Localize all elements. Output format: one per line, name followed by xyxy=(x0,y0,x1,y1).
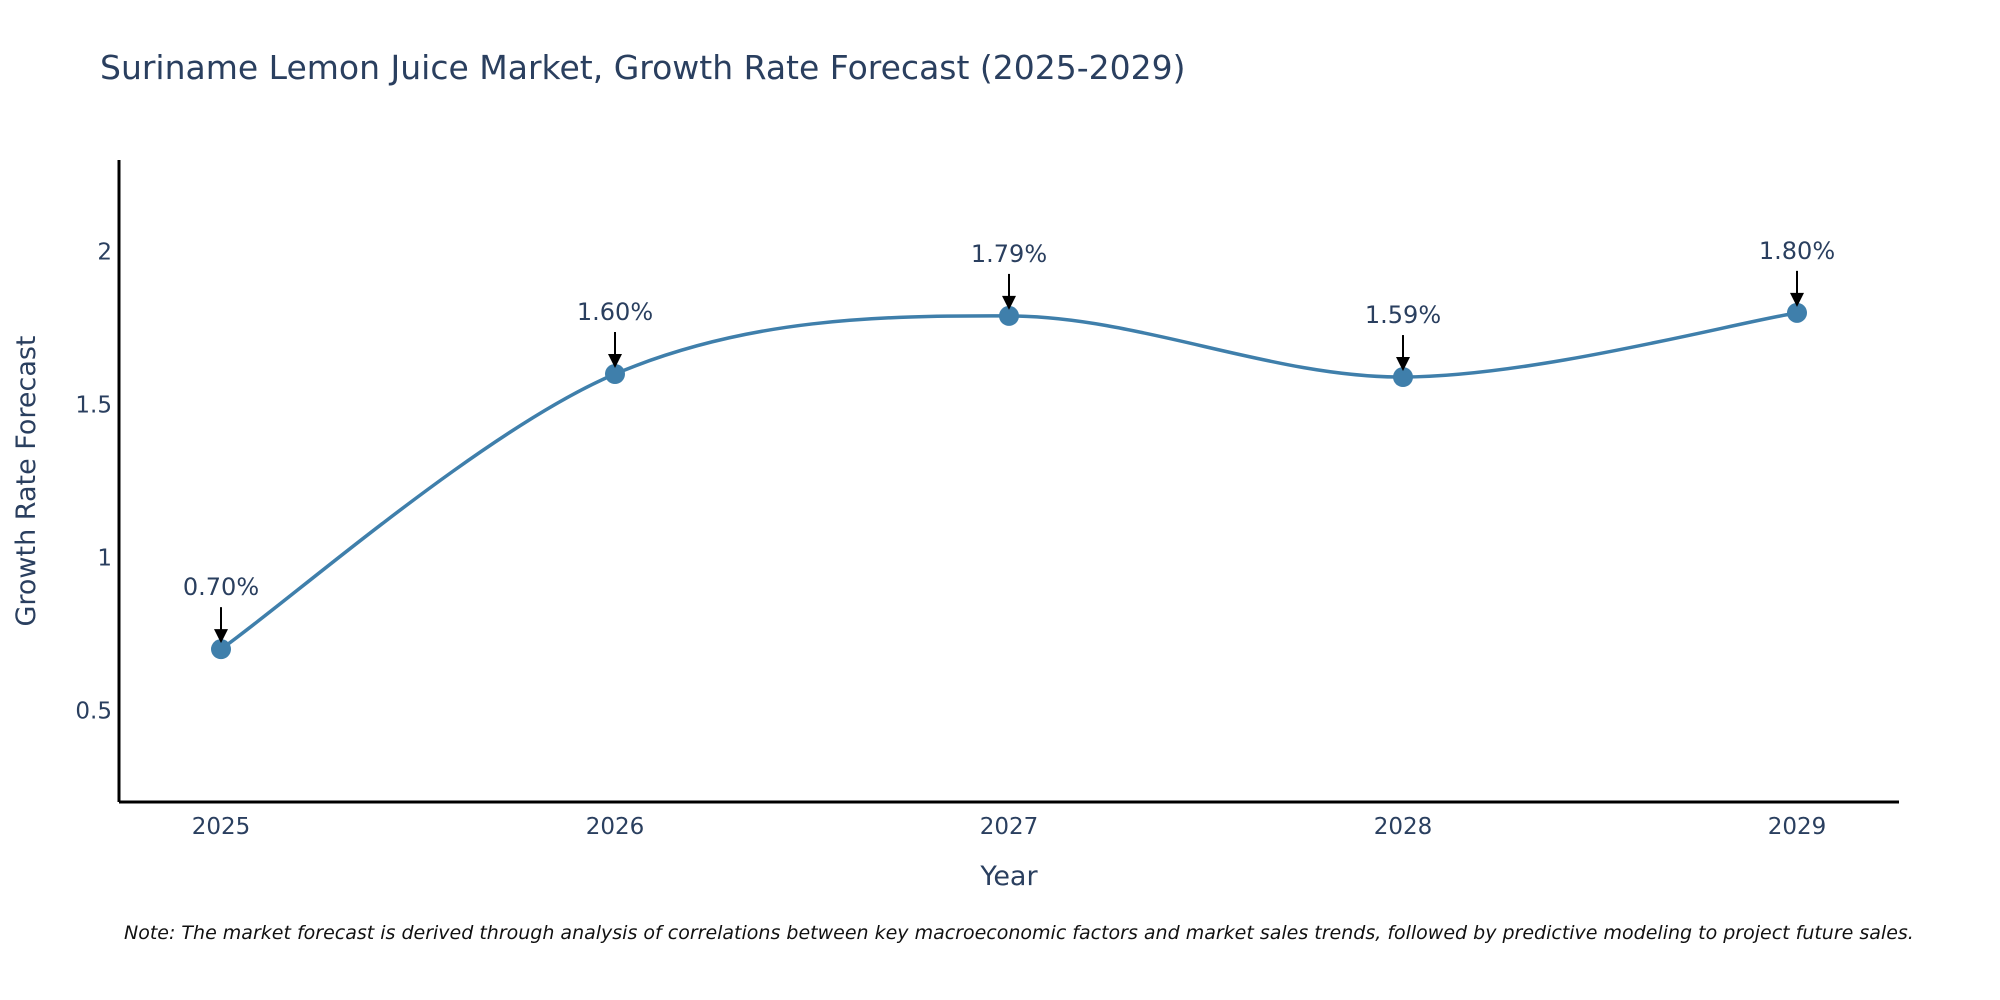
x-tick-label: 2029 xyxy=(1768,814,1827,840)
annotation-arrow-head xyxy=(608,354,622,368)
annotation-arrow-head xyxy=(1396,357,1410,372)
growth-rate-series-line xyxy=(219,311,1798,651)
y-tick-label: 2 xyxy=(97,240,112,266)
x-tick-label: 2027 xyxy=(980,814,1039,840)
y-tick-labels: 0.5 1 1.5 2 xyxy=(75,240,112,725)
x-tick-labels: 2025 2026 2027 2028 2029 xyxy=(192,814,1827,840)
y-tick-label: 1.5 xyxy=(75,393,112,419)
chart-title: Suriname Lemon Juice Market, Growth Rate… xyxy=(100,48,1186,87)
data-label: 0.70% xyxy=(183,573,259,601)
y-axis-title: Growth Rate Forecast xyxy=(11,335,42,626)
x-tick-label: 2026 xyxy=(586,814,645,840)
x-axis-title: Year xyxy=(979,861,1038,892)
data-label: 1.60% xyxy=(577,298,653,326)
forecast-note: Note: The market forecast is derived thr… xyxy=(124,922,1914,944)
y-tick-label: 0.5 xyxy=(75,698,112,724)
data-point-marker xyxy=(605,364,625,384)
data-label-annotations: 0.70% 1.60% 1.79% 1.59% 1.80% xyxy=(183,237,1835,644)
x-tick-label: 2025 xyxy=(192,814,251,840)
data-point-marker xyxy=(1787,302,1807,323)
x-tick-label: 2028 xyxy=(1374,814,1433,840)
annotation-arrow-head xyxy=(214,629,228,644)
annotation-arrow-head xyxy=(1790,292,1804,307)
data-point-marker xyxy=(999,305,1019,326)
data-point-marker xyxy=(1393,367,1413,388)
data-point-marker xyxy=(211,639,231,660)
data-label: 1.79% xyxy=(971,240,1047,268)
y-tick-label: 1 xyxy=(97,545,112,571)
data-label: 1.80% xyxy=(1759,237,1835,265)
annotation-arrow-head xyxy=(1002,295,1016,310)
data-label: 1.59% xyxy=(1365,301,1441,329)
data-point-markers xyxy=(211,302,1807,660)
